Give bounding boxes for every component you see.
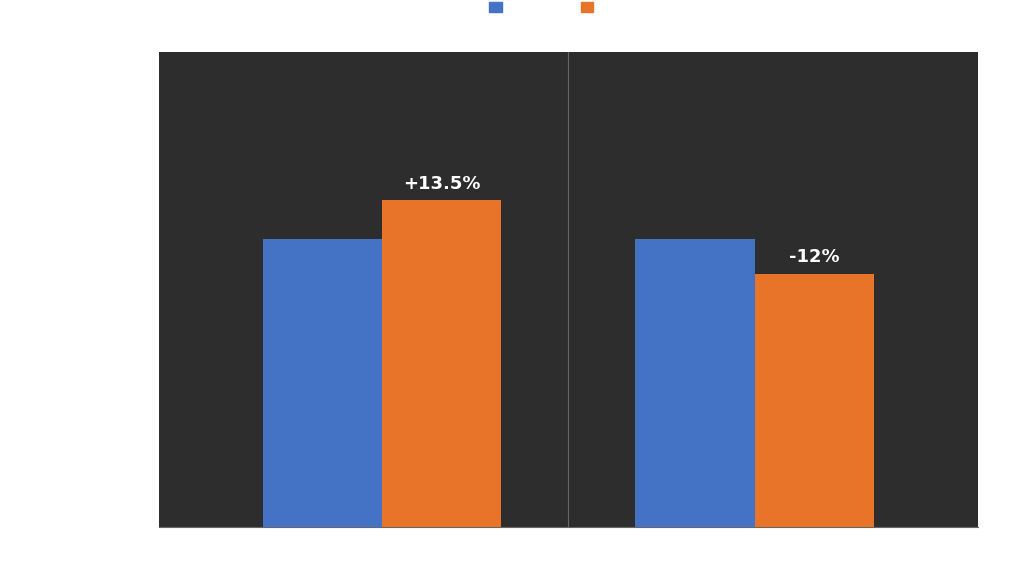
Text: +13.5%: +13.5% [403,175,480,193]
Bar [635,239,755,527]
Bar [263,239,382,527]
Title: Regex – Check Pattern Exists: Regex – Check Pattern Exists [364,0,773,15]
Legend: Go 1.17.8, Go 1.18: Go 1.17.8, Go 1.18 [484,0,652,20]
Bar [755,274,873,527]
Text: -12%: -12% [788,248,840,267]
Bar [382,200,502,527]
X-axis label: METRIC: METRIC [539,554,598,569]
Y-axis label: RELATIVE PERFORMANCE: RELATIVE PERFORMANCE [100,191,115,388]
